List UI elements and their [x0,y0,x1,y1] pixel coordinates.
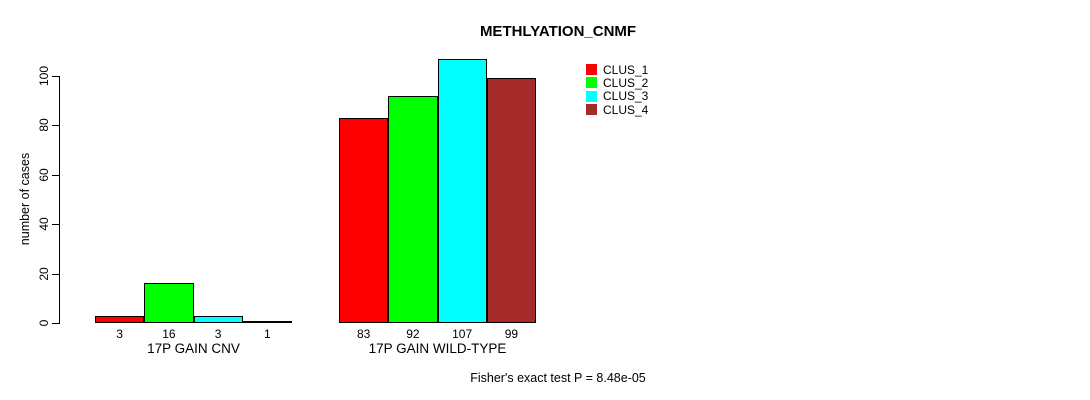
bar [242,320,292,323]
bar [486,78,536,323]
category-label: 17P GAIN CNV [147,341,240,356]
y-tick-mark [52,125,59,127]
legend-item: CLUS_3 [586,89,649,104]
bar-value-label: 99 [504,327,519,341]
y-tick-mark [52,174,59,176]
legend-swatch [586,104,597,116]
legend-label: CLUS_2 [603,75,649,90]
chart-title: METHLYATION_CNMF [479,23,637,40]
bar [144,283,194,323]
legend-label: CLUS_4 [603,102,649,117]
legend-label: CLUS_3 [603,89,649,104]
y-tick-mark [52,76,59,77]
bar [339,117,389,323]
legend-label: CLUS_1 [603,62,649,77]
legend-item: CLUS_1 [586,62,649,77]
y-tick-label: 0 [37,319,51,327]
bar-value-label: 16 [162,327,176,341]
y-axis-line [59,76,60,324]
y-tick-mark [52,273,59,275]
y-tick-label: 80 [37,118,51,133]
bar-value-label: 92 [406,327,420,341]
y-tick-mark [52,224,59,226]
bar-value-label: 3 [214,327,222,341]
legend-item: CLUS_4 [586,102,649,117]
legend-swatch [586,90,597,102]
y-tick-label: 60 [37,168,51,182]
legend: CLUS_1 CLUS_2 CLUS_3 CLUS_4 [586,62,649,117]
y-tick-label: 100 [37,65,51,87]
bar [437,58,487,323]
bar-value-label: 1 [264,327,271,341]
category-label: 17P GAIN WILD-TYPE [368,341,507,356]
bar-value-label: 107 [452,327,473,341]
bar [95,315,145,323]
bar [193,315,243,323]
y-tick-label: 40 [37,217,51,231]
y-axis-label: number of cases [18,152,32,246]
y-tick-label: 20 [37,266,51,281]
y-tick-mark [52,323,59,324]
bar-value-label: 83 [356,327,371,341]
bar [388,95,438,323]
bar-value-label: 3 [116,327,123,341]
stat-annotation: Fisher's exact test P = 8.48e-05 [470,371,646,385]
legend-item: CLUS_2 [586,75,649,90]
legend-swatch [586,77,597,89]
legend-swatch [586,64,597,76]
